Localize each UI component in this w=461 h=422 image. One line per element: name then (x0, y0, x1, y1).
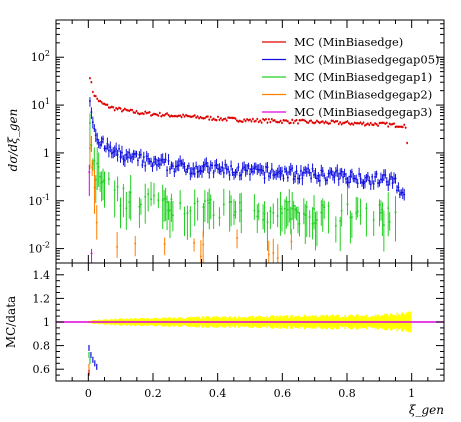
main-x-ticks (55, 20, 445, 263)
ratio-y-tick-label: 1.4 (33, 269, 51, 282)
ratio-y-axis: 0.6 0.8 1 1.2 1.4 (33, 262, 444, 382)
main-y-tick-label: 102 (31, 49, 50, 64)
x-tick-label: 0.4 (209, 387, 227, 400)
legend-entry-1: MC (MinBiasedge) (294, 35, 403, 49)
ratio-plot-panel: 0.6 0.8 1 1.2 1.4 0 0.2 0.4 0.6 0.8 1 MC/data ξ_g… (4, 262, 445, 417)
ratio-y-tick-label: 0.8 (33, 340, 51, 353)
x-axis-label: ξ_gen (409, 403, 444, 417)
ratio-plot-marks (56, 311, 444, 376)
series-2-marks (89, 97, 406, 201)
main-y-tick-label: 10-1 (28, 193, 50, 208)
x-tick-label: 0.6 (274, 387, 292, 400)
x-tick-label: 0.8 (338, 387, 356, 400)
x-tick-label: 0.2 (144, 387, 162, 400)
main-y-tick-label: 1 (43, 147, 50, 160)
series-1-marks (89, 76, 409, 145)
ratio-y-tick-label: 1.2 (33, 292, 51, 305)
x-tick-label: 0 (85, 387, 92, 400)
main-plot-marks (88, 76, 409, 263)
x-axis: 0 0.2 0.4 0.6 0.8 1 (55, 263, 445, 400)
legend-entry-4: MC (MinBiasedgegap2) (294, 88, 432, 102)
series-3-marks (89, 113, 397, 252)
ratio-y-axis-label: MC/data (4, 296, 18, 348)
legend-entry-3: MC (MinBiasedgegap1) (294, 70, 432, 84)
series-5-marks (88, 164, 93, 263)
legend-entry-5: MC (MinBiasedgegap3) (294, 105, 432, 119)
ratio-y-tick-label: 1 (43, 316, 50, 329)
series-4-marks (89, 135, 293, 263)
legend: MC (MinBiasedge) MC (MinBiasedgegap05) MC … (262, 35, 440, 119)
main-y-axis-label: dσ/dξ_gen (6, 109, 20, 172)
ratio-y-tick-label: 0.6 (33, 363, 51, 376)
main-y-tick-label: 10-2 (28, 241, 50, 256)
x-tick-label: 1 (408, 387, 415, 400)
legend-entry-2: MC (MinBiasedgegap05) (294, 53, 440, 67)
main-y-axis: 10-2 10-1 1 101 102 (28, 19, 444, 264)
main-y-tick-label: 101 (31, 97, 50, 112)
